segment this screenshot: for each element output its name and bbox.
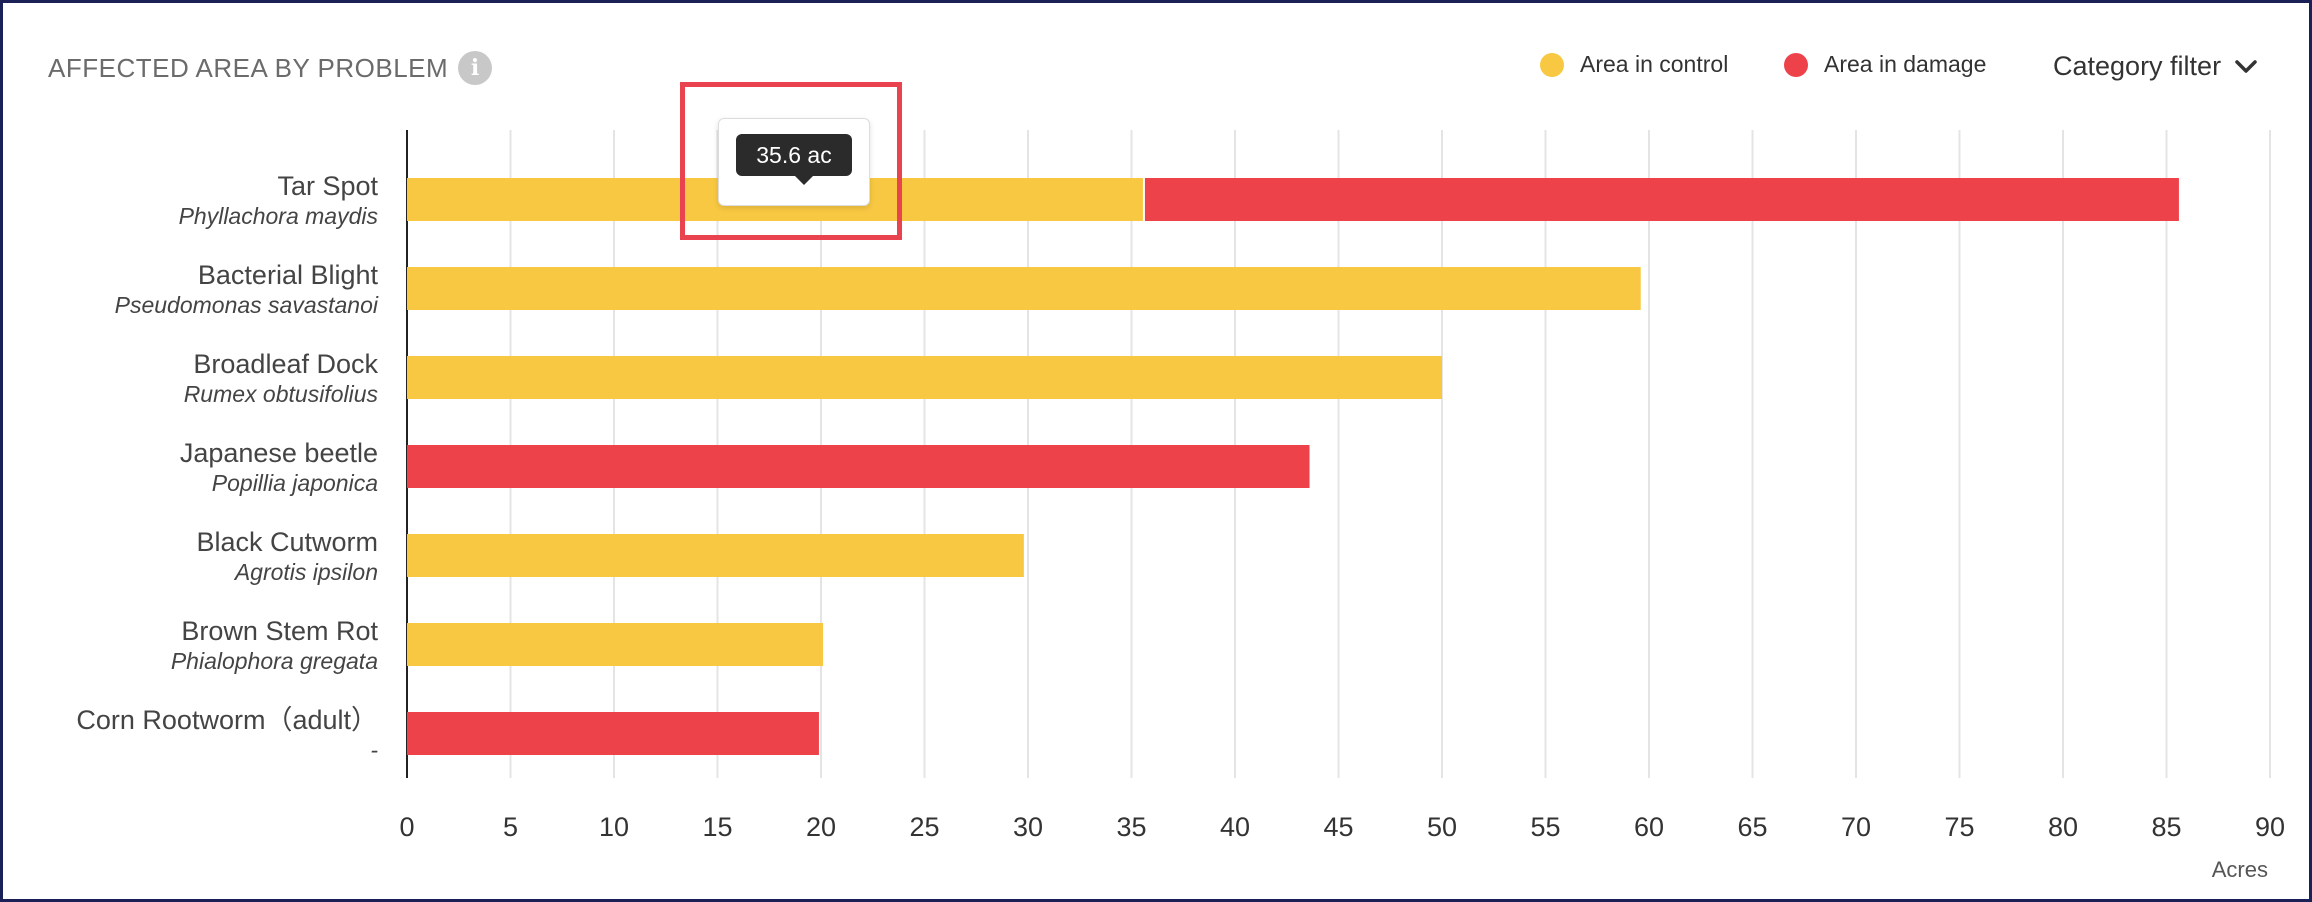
x-tick-label: 45 <box>1323 812 1353 842</box>
x-tick-label: 20 <box>806 812 836 842</box>
tooltip-arrow <box>795 176 813 185</box>
legend-item-damage[interactable]: Area in damage <box>1784 51 1986 78</box>
x-tick-label: 35 <box>1116 812 1146 842</box>
category-subtitle: - <box>370 737 378 763</box>
x-tick-label: 10 <box>599 812 629 842</box>
x-tick-label: 55 <box>1530 812 1560 842</box>
category-subtitle: Popillia japonica <box>212 470 378 496</box>
category-subtitle: Agrotis ipsilon <box>233 559 378 585</box>
x-axis-label: Acres <box>2212 857 2268 882</box>
bar-segment <box>407 356 1442 399</box>
x-tick-label: 15 <box>702 812 732 842</box>
x-tick-label: 75 <box>1944 812 1974 842</box>
x-tick-label: 90 <box>2255 812 2285 842</box>
legend-item-control[interactable]: Area in control <box>1540 51 1728 78</box>
x-tick-label: 60 <box>1634 812 1664 842</box>
x-tick-label: 50 <box>1427 812 1457 842</box>
category-label: Bacterial Blight <box>198 260 379 290</box>
category-filter-dropdown[interactable]: Category filter <box>2053 51 2259 82</box>
x-tick-label: 5 <box>503 812 518 842</box>
x-tick-label: 25 <box>909 812 939 842</box>
bar-segment <box>407 623 824 666</box>
bar-segment <box>1143 178 2179 221</box>
legend-label-control: Area in control <box>1580 51 1729 77</box>
x-tick-label: 70 <box>1841 812 1871 842</box>
x-tick-label: 40 <box>1220 812 1250 842</box>
bar-segment <box>407 712 819 755</box>
x-tick-label: 80 <box>2048 812 2078 842</box>
bar-segment <box>407 445 1310 488</box>
chart-title: AFFECTED AREA BY PROBLEM <box>48 53 449 83</box>
category-label: Black Cutworm <box>196 527 378 557</box>
value-tooltip: 35.6 ac <box>736 134 852 176</box>
chevron-down-icon <box>2235 59 2257 73</box>
legend-dot-control <box>1540 52 1564 77</box>
category-label: Brown Stem Rot <box>181 616 378 646</box>
x-tick-label: 0 <box>399 812 414 842</box>
category-subtitle: Rumex obtusifolius <box>184 381 379 407</box>
legend-dot-damage <box>1784 52 1808 77</box>
category-subtitle: Phyllachora maydis <box>179 203 379 229</box>
category-subtitle: Pseudomonas savastanoi <box>115 292 379 318</box>
category-subtitle: Phialophora gregata <box>171 648 378 674</box>
legend-label-damage: Area in damage <box>1824 51 1987 77</box>
bar-segment <box>407 534 1024 577</box>
x-tick-label: 65 <box>1737 812 1767 842</box>
x-tick-label: 30 <box>1013 812 1043 842</box>
category-label: Japanese beetle <box>180 438 378 468</box>
category-label: Corn Rootworm（adult） <box>76 705 378 735</box>
highlight-box <box>680 82 902 240</box>
info-icon[interactable]: i <box>458 51 492 85</box>
bar-segment <box>407 267 1641 310</box>
category-filter-label: Category filter <box>2053 51 2222 81</box>
x-tick-label: 85 <box>2151 812 2181 842</box>
category-label: Broadleaf Dock <box>193 349 378 379</box>
category-label: Tar Spot <box>277 171 378 201</box>
